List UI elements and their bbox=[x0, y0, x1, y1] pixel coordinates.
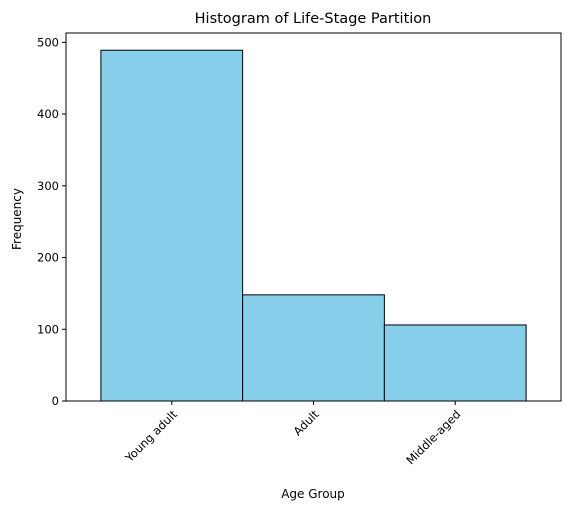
bar-young-adult bbox=[100, 49, 244, 402]
y-tick-label: 400 bbox=[37, 107, 59, 121]
y-tick-label: 500 bbox=[37, 35, 59, 49]
y-tick-label: 200 bbox=[37, 251, 59, 265]
y-tick-label: 100 bbox=[37, 322, 59, 336]
chart-title: Histogram of Life-Stage Partition bbox=[195, 11, 432, 27]
bars-group bbox=[100, 49, 527, 402]
x-axis: Young adult Adult Middle-aged bbox=[122, 401, 463, 467]
bar-adult bbox=[242, 294, 385, 402]
y-axis-label: Frequency bbox=[10, 188, 24, 250]
y-axis: 0 100 200 300 400 500 bbox=[37, 35, 66, 408]
x-tick-label: Young adult bbox=[122, 407, 181, 466]
x-tick-label: Middle-aged bbox=[403, 407, 463, 467]
y-tick-label: 300 bbox=[37, 179, 59, 193]
x-axis-label: Age Group bbox=[281, 487, 345, 501]
y-tick-label: 0 bbox=[52, 394, 59, 408]
bar-middle-aged bbox=[383, 324, 527, 402]
x-tick-label: Adult bbox=[291, 407, 322, 438]
